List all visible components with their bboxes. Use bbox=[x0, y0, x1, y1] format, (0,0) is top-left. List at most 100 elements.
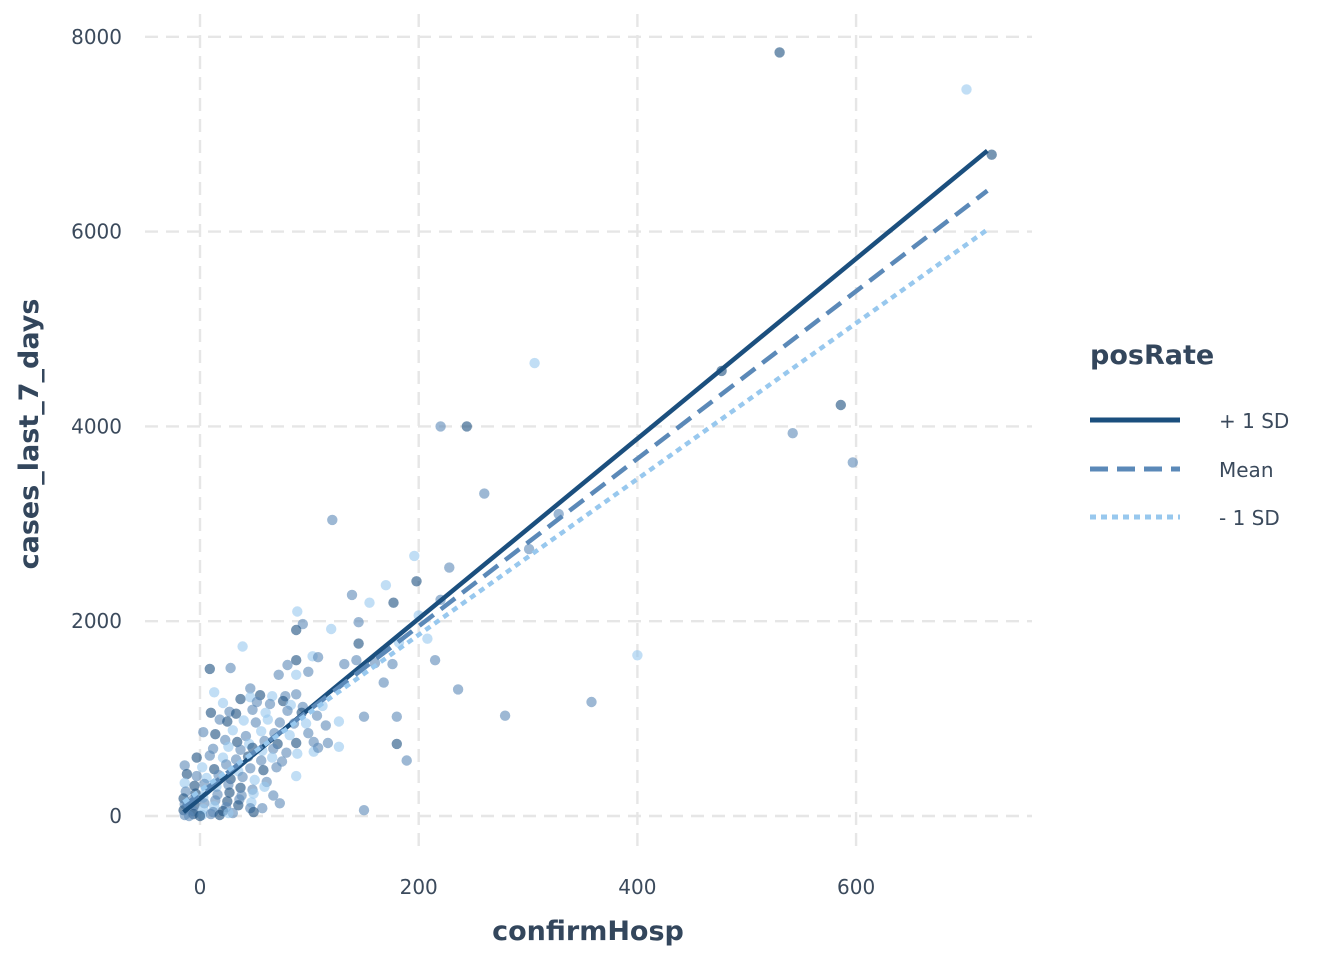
data-point bbox=[181, 768, 193, 780]
data-point bbox=[351, 655, 362, 666]
data-point bbox=[222, 716, 233, 727]
data-point bbox=[232, 736, 243, 748]
data-point bbox=[986, 149, 997, 160]
data-point bbox=[358, 711, 370, 722]
data-point bbox=[284, 730, 295, 741]
y-tick-label: 2000 bbox=[71, 609, 122, 633]
data-point bbox=[380, 580, 392, 591]
legend-label-plus-1-sd: + 1 SD bbox=[1219, 409, 1289, 433]
data-point bbox=[387, 658, 398, 670]
data-point bbox=[444, 562, 455, 573]
data-point bbox=[312, 742, 324, 753]
data-point bbox=[291, 655, 302, 666]
data-point bbox=[264, 698, 276, 710]
data-point bbox=[529, 357, 540, 369]
data-point bbox=[961, 84, 972, 95]
data-point bbox=[787, 428, 798, 439]
data-point bbox=[409, 550, 420, 562]
data-point bbox=[322, 737, 334, 749]
y-tick-label: 6000 bbox=[71, 220, 122, 244]
data-point bbox=[223, 779, 234, 790]
data-point bbox=[224, 787, 235, 798]
data-point bbox=[835, 399, 846, 411]
data-point bbox=[204, 750, 215, 761]
x-tick-label: 400 bbox=[618, 875, 656, 899]
data-point bbox=[282, 659, 293, 671]
legend: posRate + 1 SD Mean - 1 SD bbox=[1090, 340, 1289, 530]
data-point bbox=[401, 755, 412, 766]
data-point bbox=[198, 727, 209, 738]
legend-label-mean: Mean bbox=[1219, 458, 1274, 482]
data-point bbox=[291, 737, 302, 749]
data-point bbox=[281, 747, 292, 758]
data-point bbox=[291, 689, 302, 700]
data-point bbox=[292, 748, 303, 759]
data-point bbox=[388, 597, 399, 608]
data-point bbox=[292, 606, 303, 617]
data-point bbox=[452, 684, 464, 695]
data-point bbox=[191, 752, 202, 763]
data-point bbox=[586, 696, 597, 708]
data-point bbox=[378, 677, 389, 688]
data-point bbox=[774, 47, 785, 58]
data-point bbox=[632, 650, 643, 661]
data-point bbox=[312, 652, 324, 663]
data-point bbox=[339, 658, 350, 670]
data-point bbox=[364, 597, 375, 608]
data-point bbox=[277, 695, 289, 707]
data-points bbox=[178, 47, 997, 822]
data-point bbox=[291, 669, 302, 680]
data-point bbox=[326, 623, 337, 635]
data-point bbox=[204, 663, 215, 675]
x-tick-label: 0 bbox=[194, 875, 207, 899]
data-point bbox=[227, 725, 238, 736]
data-point bbox=[320, 720, 331, 731]
data-point bbox=[221, 759, 232, 770]
data-point bbox=[267, 752, 278, 763]
data-point bbox=[248, 788, 259, 799]
data-point bbox=[191, 770, 202, 782]
data-point bbox=[217, 697, 229, 709]
y-tick-label: 4000 bbox=[71, 414, 122, 438]
data-point bbox=[233, 800, 244, 811]
data-point bbox=[245, 683, 256, 694]
data-point bbox=[273, 669, 284, 680]
data-point bbox=[333, 716, 345, 727]
data-point bbox=[327, 514, 338, 526]
data-point bbox=[282, 705, 293, 716]
data-point bbox=[235, 782, 246, 793]
data-point bbox=[259, 781, 270, 792]
data-point bbox=[230, 708, 242, 719]
data-point bbox=[256, 726, 267, 737]
trend-line-minus-1-sd bbox=[182, 227, 989, 805]
data-point bbox=[237, 771, 248, 783]
data-point bbox=[248, 806, 259, 818]
data-point bbox=[183, 810, 195, 822]
data-point bbox=[258, 765, 269, 776]
data-point bbox=[311, 710, 323, 721]
data-point bbox=[257, 803, 268, 814]
gridlines bbox=[145, 14, 1032, 850]
data-point bbox=[268, 743, 279, 754]
y-axis-title: cases_last_7_days bbox=[14, 299, 45, 570]
data-point bbox=[251, 696, 263, 708]
data-point bbox=[225, 662, 236, 674]
data-point bbox=[353, 638, 364, 649]
data-point bbox=[346, 589, 358, 601]
data-point bbox=[179, 777, 190, 789]
data-point bbox=[435, 421, 446, 432]
y-tick-label: 0 bbox=[109, 804, 122, 828]
data-point bbox=[267, 691, 278, 702]
x-axis-title: confirmHosp bbox=[492, 916, 684, 947]
data-point bbox=[179, 760, 190, 771]
data-point bbox=[353, 617, 364, 628]
trend-lines bbox=[182, 149, 989, 814]
data-point bbox=[214, 809, 225, 821]
data-point bbox=[238, 715, 249, 726]
data-point bbox=[205, 707, 217, 718]
data-point bbox=[303, 666, 314, 677]
data-point bbox=[256, 755, 267, 766]
data-point bbox=[303, 728, 314, 739]
